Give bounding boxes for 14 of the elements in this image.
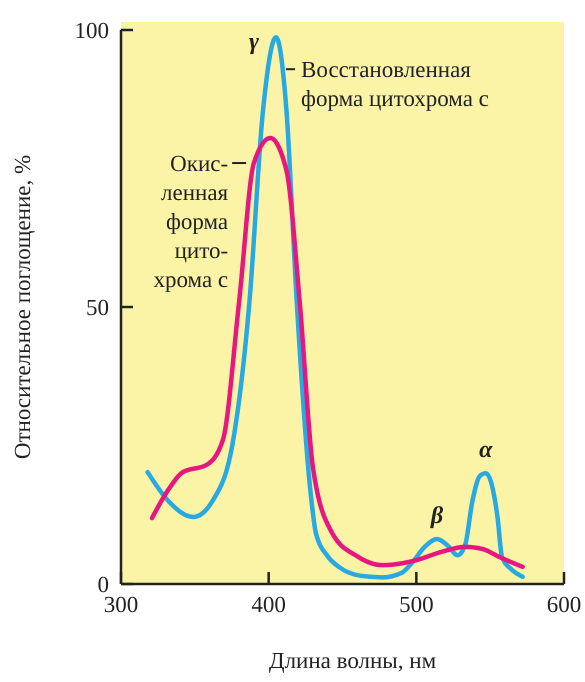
annotation: γ	[249, 29, 260, 56]
y-tick-label: 50	[86, 295, 109, 320]
x-tick-label: 500	[399, 592, 434, 617]
x-tick-label: 400	[251, 592, 286, 617]
series-label: Восстановленная форма цитохрома c	[301, 57, 489, 112]
x-axis-title: Длина волны, нм	[268, 648, 437, 673]
y-tick-label: 100	[74, 18, 109, 43]
line-series	[150, 136, 525, 570]
series-label: Окис- ленная форма цито- хрома c	[154, 151, 229, 292]
annotation: β	[430, 503, 444, 530]
line-series	[145, 34, 525, 580]
x-tick-label: 600	[546, 592, 582, 617]
annotation: α	[479, 437, 494, 464]
y-axis-title: Относительное поглощение, %	[10, 154, 35, 460]
